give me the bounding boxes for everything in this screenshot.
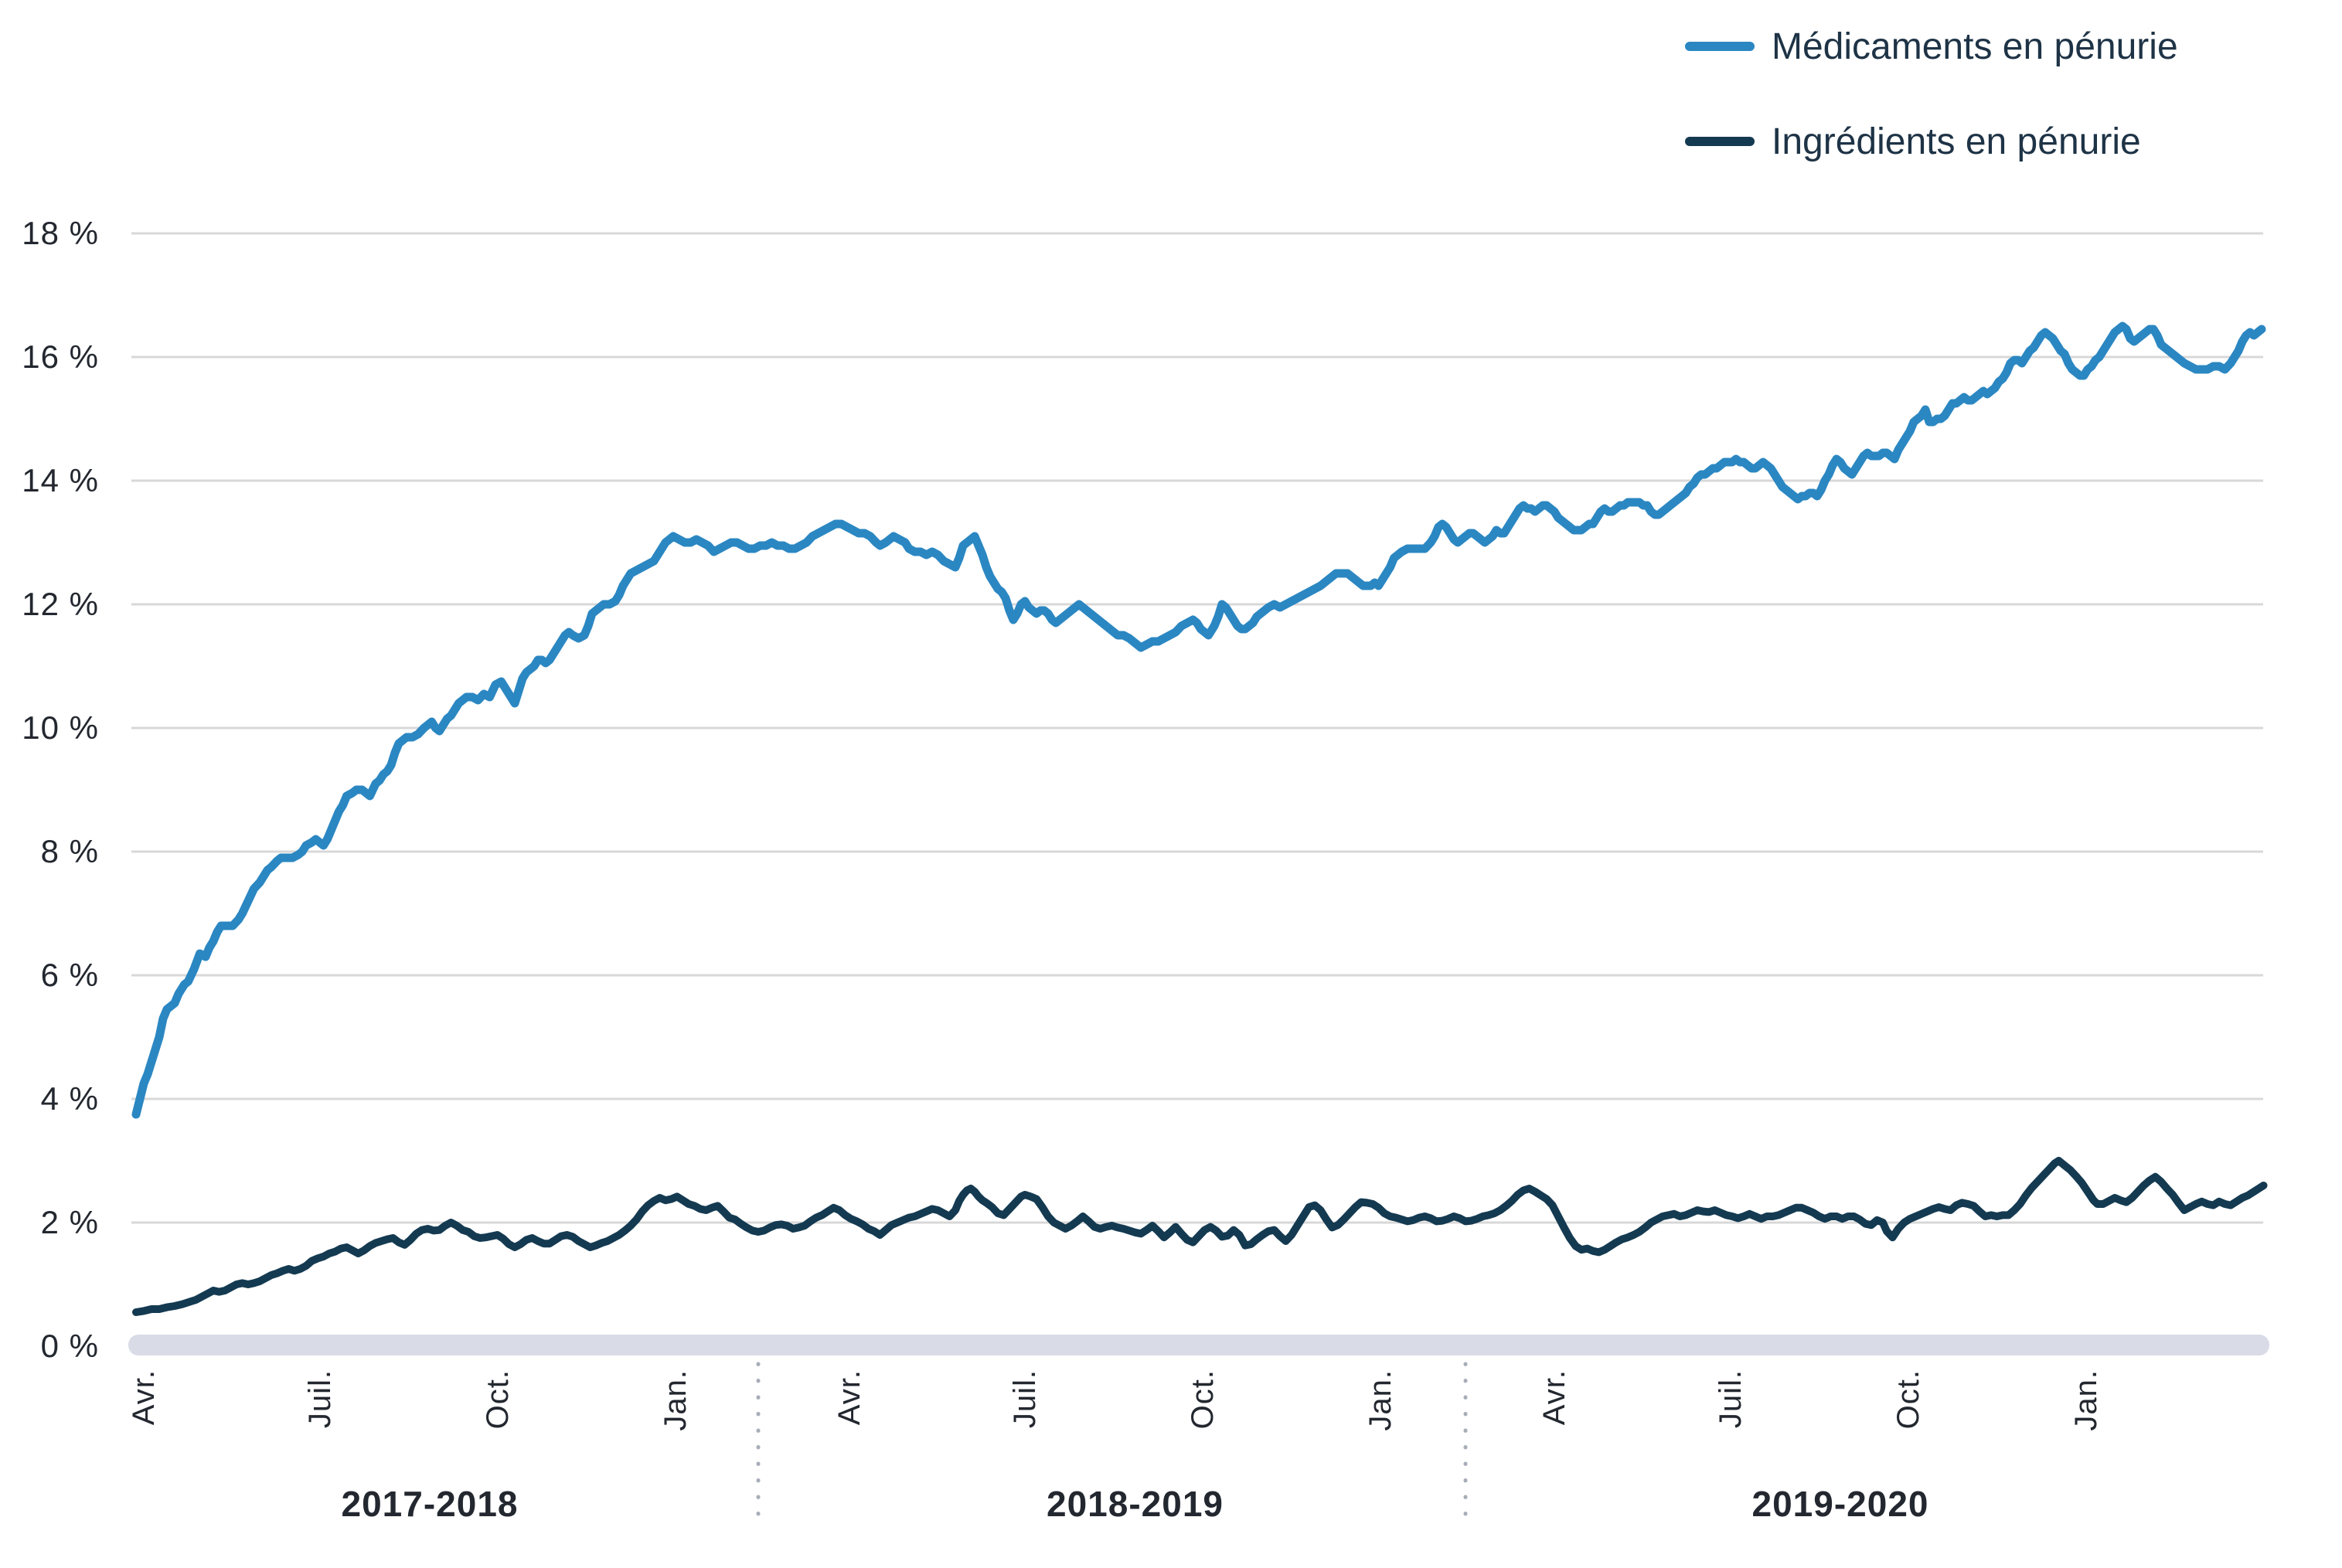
series-line-ingredients: [132, 1157, 2268, 1316]
y-axis-tick-label: 16 %: [22, 338, 99, 375]
x-axis-month-label: Juil.: [1008, 1369, 1042, 1429]
legend-label-medicaments: Médicaments en pénurie: [1772, 26, 2178, 67]
legend-item-ingredients[interactable]: Ingrédients en pénurie: [1685, 117, 2141, 166]
legend-item-medicaments[interactable]: Médicaments en pénurie: [1685, 22, 2178, 71]
series-line-medicaments: [131, 321, 2266, 1119]
y-axis-tick-label: 12 %: [22, 586, 99, 622]
fiscal-year-label: 2018-2019: [1047, 1484, 1224, 1524]
zero-axis-band: [128, 1335, 2269, 1355]
y-axis-tick-label: 0 %: [40, 1328, 99, 1364]
fiscal-year-label: 2017-2018: [341, 1484, 519, 1524]
x-axis-month-label: Oct.: [1186, 1369, 1220, 1430]
x-axis-month-label: Juil.: [302, 1369, 337, 1429]
x-axis-month-label: Oct.: [480, 1369, 515, 1430]
y-axis-tick-label: 6 %: [40, 957, 99, 993]
y-axis-tick-label: 18 %: [22, 215, 99, 251]
y-axis-tick-label: 14 %: [22, 462, 99, 498]
x-axis-month-label: Jan.: [658, 1369, 693, 1431]
x-axis-month-label: Avr.: [1537, 1369, 1571, 1426]
medicaments-line-swatch: [1685, 42, 1755, 51]
y-axis-tick-label: 8 %: [40, 833, 99, 869]
y-axis-tick-label: 2 %: [40, 1204, 99, 1240]
legend-label-ingredients: Ingrédients en pénurie: [1772, 121, 2141, 162]
y-axis-tick-label: 4 %: [40, 1080, 99, 1117]
fiscal-year-label: 2019-2020: [1751, 1484, 1929, 1524]
x-axis-month-label: Avr.: [832, 1369, 866, 1426]
ingredients-line-swatch: [1685, 137, 1755, 146]
y-axis-tick-label: 10 %: [22, 709, 99, 746]
x-axis-month-label: Oct.: [1891, 1369, 1925, 1430]
x-axis-month-label: Avr.: [127, 1369, 161, 1426]
x-axis-month-label: Jan.: [2068, 1369, 2103, 1431]
x-axis-month-label: Jan.: [1363, 1369, 1397, 1431]
x-axis-month-label: Juil.: [1713, 1369, 1748, 1429]
